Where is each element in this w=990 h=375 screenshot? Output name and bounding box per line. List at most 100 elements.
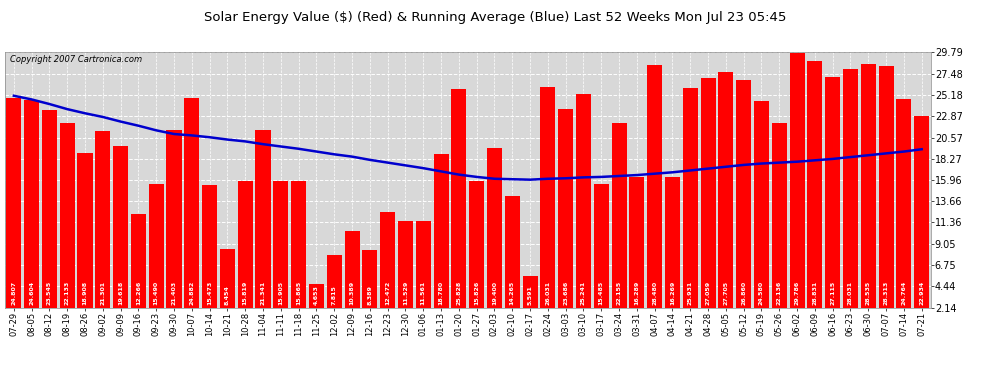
Bar	[487, 148, 502, 327]
Text: 15.473: 15.473	[207, 280, 212, 305]
Text: 15.490: 15.490	[153, 280, 158, 305]
Bar	[148, 184, 163, 327]
Text: 10.389: 10.389	[349, 280, 354, 305]
Bar	[558, 109, 573, 327]
Bar	[184, 98, 199, 327]
Bar	[896, 99, 912, 327]
Bar	[878, 66, 894, 327]
Bar	[612, 123, 627, 327]
Text: Solar Energy Value ($) (Red) & Running Average (Blue) Last 52 Weeks Mon Jul 23 0: Solar Energy Value ($) (Red) & Running A…	[204, 11, 786, 24]
Text: 14.265: 14.265	[510, 280, 515, 305]
Text: 28.480: 28.480	[652, 280, 657, 305]
Text: 19.618: 19.618	[118, 280, 123, 305]
Bar	[665, 177, 680, 327]
Text: 18.780: 18.780	[439, 280, 444, 305]
Text: 22.934: 22.934	[919, 280, 925, 305]
Text: 25.931: 25.931	[688, 280, 693, 305]
Bar	[541, 87, 555, 327]
Text: 5.591: 5.591	[528, 285, 533, 305]
Bar	[131, 214, 146, 327]
Bar	[398, 221, 413, 327]
Bar	[469, 181, 484, 327]
Bar	[772, 123, 787, 327]
Bar	[914, 116, 930, 327]
Bar	[594, 184, 609, 327]
Text: 27.115: 27.115	[831, 280, 836, 305]
Text: 15.485: 15.485	[599, 280, 604, 305]
Bar	[95, 131, 111, 327]
Text: 4.653: 4.653	[314, 285, 319, 305]
Text: 7.815: 7.815	[332, 285, 337, 305]
Text: 8.454: 8.454	[225, 285, 230, 305]
Bar	[59, 123, 75, 327]
Bar	[630, 177, 644, 327]
Bar	[166, 130, 181, 327]
Bar	[327, 255, 342, 327]
Text: 15.865: 15.865	[296, 280, 301, 305]
Text: 23.686: 23.686	[563, 280, 568, 305]
Text: 12.266: 12.266	[136, 280, 141, 305]
Bar	[113, 146, 129, 327]
Text: 11.561: 11.561	[421, 280, 426, 305]
Bar	[291, 181, 306, 327]
Bar	[255, 130, 270, 327]
Bar	[273, 180, 288, 327]
Bar	[434, 154, 448, 327]
Text: 21.403: 21.403	[171, 280, 176, 305]
Bar	[380, 212, 395, 327]
Text: 22.136: 22.136	[777, 280, 782, 305]
Bar	[24, 100, 40, 327]
Bar	[220, 249, 235, 327]
Bar	[790, 53, 805, 327]
Text: 15.905: 15.905	[278, 280, 283, 305]
Text: 27.705: 27.705	[724, 280, 729, 305]
Bar	[860, 64, 876, 327]
Bar	[6, 99, 22, 327]
Text: 22.155: 22.155	[617, 280, 622, 305]
Text: 26.031: 26.031	[545, 280, 550, 305]
Bar	[701, 78, 716, 327]
Bar	[505, 196, 520, 327]
Text: 18.908: 18.908	[82, 280, 87, 305]
Text: 16.269: 16.269	[670, 280, 675, 305]
Text: 12.472: 12.472	[385, 280, 390, 305]
Text: 15.826: 15.826	[474, 280, 479, 305]
Bar	[362, 250, 377, 327]
Text: 27.059: 27.059	[706, 280, 711, 305]
Bar	[345, 231, 359, 327]
Text: 23.545: 23.545	[47, 280, 51, 305]
Text: 15.819: 15.819	[243, 280, 248, 305]
Bar	[842, 69, 858, 327]
Text: 26.860: 26.860	[742, 280, 746, 305]
Text: 24.580: 24.580	[759, 280, 764, 305]
Bar	[42, 110, 57, 327]
Bar	[238, 182, 252, 327]
Bar	[825, 77, 841, 327]
Text: 8.389: 8.389	[367, 285, 372, 305]
Text: 22.133: 22.133	[64, 280, 69, 305]
Bar	[523, 276, 538, 327]
Text: 24.882: 24.882	[189, 280, 194, 305]
Bar	[807, 62, 823, 327]
Bar	[576, 94, 591, 327]
Bar	[309, 284, 324, 327]
Text: 28.313: 28.313	[884, 280, 889, 305]
Bar	[737, 80, 751, 327]
Text: 21.341: 21.341	[260, 280, 265, 305]
Bar	[77, 153, 93, 327]
Text: 21.301: 21.301	[100, 280, 105, 305]
Text: 24.764: 24.764	[902, 280, 907, 305]
Text: Copyright 2007 Cartronica.com: Copyright 2007 Cartronica.com	[10, 55, 142, 64]
Text: 24.604: 24.604	[29, 280, 34, 305]
Text: 19.400: 19.400	[492, 281, 497, 305]
Text: 29.786: 29.786	[795, 280, 800, 305]
Bar	[647, 64, 662, 327]
Text: 16.289: 16.289	[635, 280, 640, 305]
Bar	[719, 72, 734, 327]
Bar	[202, 184, 217, 327]
Bar	[683, 88, 698, 327]
Bar	[754, 100, 769, 327]
Bar	[416, 220, 431, 327]
Bar	[451, 89, 466, 327]
Text: 28.031: 28.031	[848, 280, 853, 305]
